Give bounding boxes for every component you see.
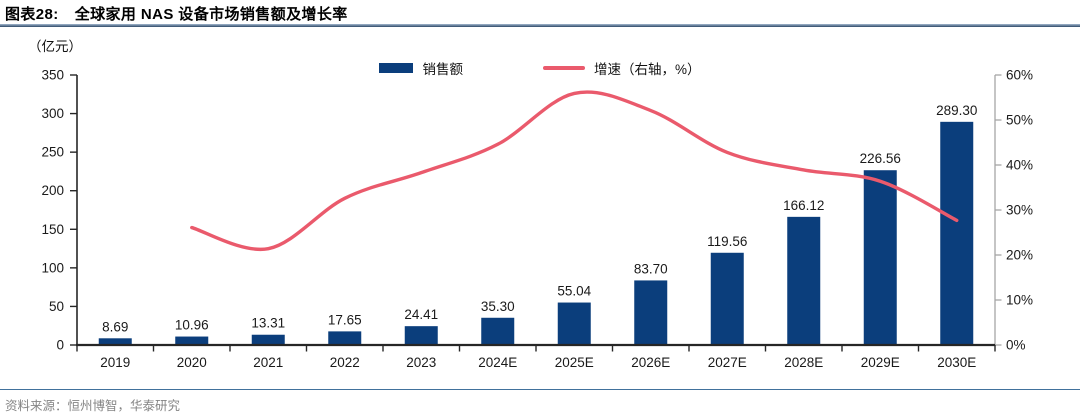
right-axis-tick-label: 10%	[1006, 293, 1033, 308]
bar-value-label-2020: 10.96	[175, 318, 209, 333]
growth-rate-line	[190, 90, 959, 252]
source-text: 资料来源：恒州博智，华泰研究	[5, 399, 181, 413]
bar-2028E	[787, 216, 821, 345]
legend-item-sales: 销售额	[379, 58, 463, 78]
bar-value-label-2024E: 35.30	[481, 299, 515, 314]
title-divider	[0, 24, 1080, 27]
right-axis-tick-label: 30%	[1006, 203, 1033, 218]
bar-2023	[404, 326, 438, 345]
x-axis-label-2026E: 2026E	[631, 355, 670, 370]
bar-2030E	[940, 121, 974, 345]
bar-2024E	[481, 317, 515, 345]
bar-value-label-2029E: 226.56	[860, 151, 901, 166]
figure-title: 全球家用 NAS 设备市场销售额及增长率	[74, 6, 348, 23]
bar-value-label-2022: 17.65	[328, 312, 362, 327]
left-axis-tick-label: 300	[41, 106, 64, 121]
bar-value-label-2026E: 83.70	[634, 261, 668, 276]
left-axis-tick-label: 50	[49, 299, 64, 314]
figure-label: 图表28:	[5, 6, 59, 23]
right-axis-tick-label: 20%	[1006, 248, 1033, 263]
x-axis-label-2019: 2019	[100, 355, 130, 370]
right-axis-tick-label: 60%	[1006, 68, 1033, 83]
figure-title-row: 图表28: 全球家用 NAS 设备市场销售额及增长率	[5, 3, 348, 24]
right-axis-tick-label: 50%	[1006, 113, 1033, 128]
x-axis-label-2021: 2021	[253, 355, 283, 370]
x-axis-label-2024E: 2024E	[478, 355, 517, 370]
growth-line-swatch-icon	[542, 66, 585, 70]
legend-sales-label: 销售额	[422, 62, 463, 77]
bar-value-label-2025E: 55.04	[557, 284, 591, 299]
x-axis-label-2022: 2022	[330, 355, 360, 370]
x-axis-label-2028E: 2028E	[784, 355, 823, 370]
left-axis-tick-label: 350	[41, 68, 64, 83]
bar-value-label-2023: 24.41	[404, 307, 438, 322]
bar-2025E	[557, 302, 591, 345]
bar-2027E	[710, 252, 744, 345]
bar-value-label-2021: 13.31	[251, 316, 285, 331]
legend-item-growth: 增速（右轴，%）	[542, 58, 701, 78]
bar-value-label-2027E: 119.56	[707, 234, 747, 249]
bar-value-label-2030E: 289.30	[936, 103, 977, 118]
bar-value-label-2019: 8.69	[102, 319, 128, 334]
bar-value-label-2028E: 166.12	[783, 198, 824, 213]
right-axis-tick-label: 40%	[1006, 158, 1033, 173]
bar-2029E	[863, 170, 897, 345]
left-axis-tick-label: 250	[41, 145, 64, 160]
bar-2021	[251, 334, 285, 345]
left-axis-tick-label: 100	[41, 260, 64, 275]
left-axis-tick-label: 150	[41, 222, 64, 237]
bar-2019	[98, 338, 132, 345]
bar-2020	[175, 336, 209, 345]
bar-2026E	[634, 280, 668, 345]
source-row: 资料来源：恒州博智，华泰研究	[0, 389, 1080, 414]
x-axis-label-2025E: 2025E	[555, 355, 594, 370]
x-axis-label-2023: 2023	[406, 355, 436, 370]
left-axis-tick-label: 0	[56, 338, 64, 353]
x-axis-label-2020: 2020	[177, 355, 207, 370]
sales-bar-swatch-icon	[379, 63, 414, 73]
left-axis-unit-label: （亿元）	[28, 39, 82, 54]
left-axis-tick-label: 200	[41, 183, 64, 198]
legend-growth-label: 增速（右轴，%）	[593, 62, 701, 77]
x-axis-label-2027E: 2027E	[708, 355, 747, 370]
right-axis-tick-label: 0%	[1006, 338, 1026, 353]
x-axis-label-2029E: 2029E	[861, 355, 900, 370]
bar-2022	[328, 331, 362, 345]
chart-legend: 销售额 增速（右轴，%）	[0, 58, 1080, 78]
x-axis-label-2030E: 2030E	[937, 355, 976, 370]
